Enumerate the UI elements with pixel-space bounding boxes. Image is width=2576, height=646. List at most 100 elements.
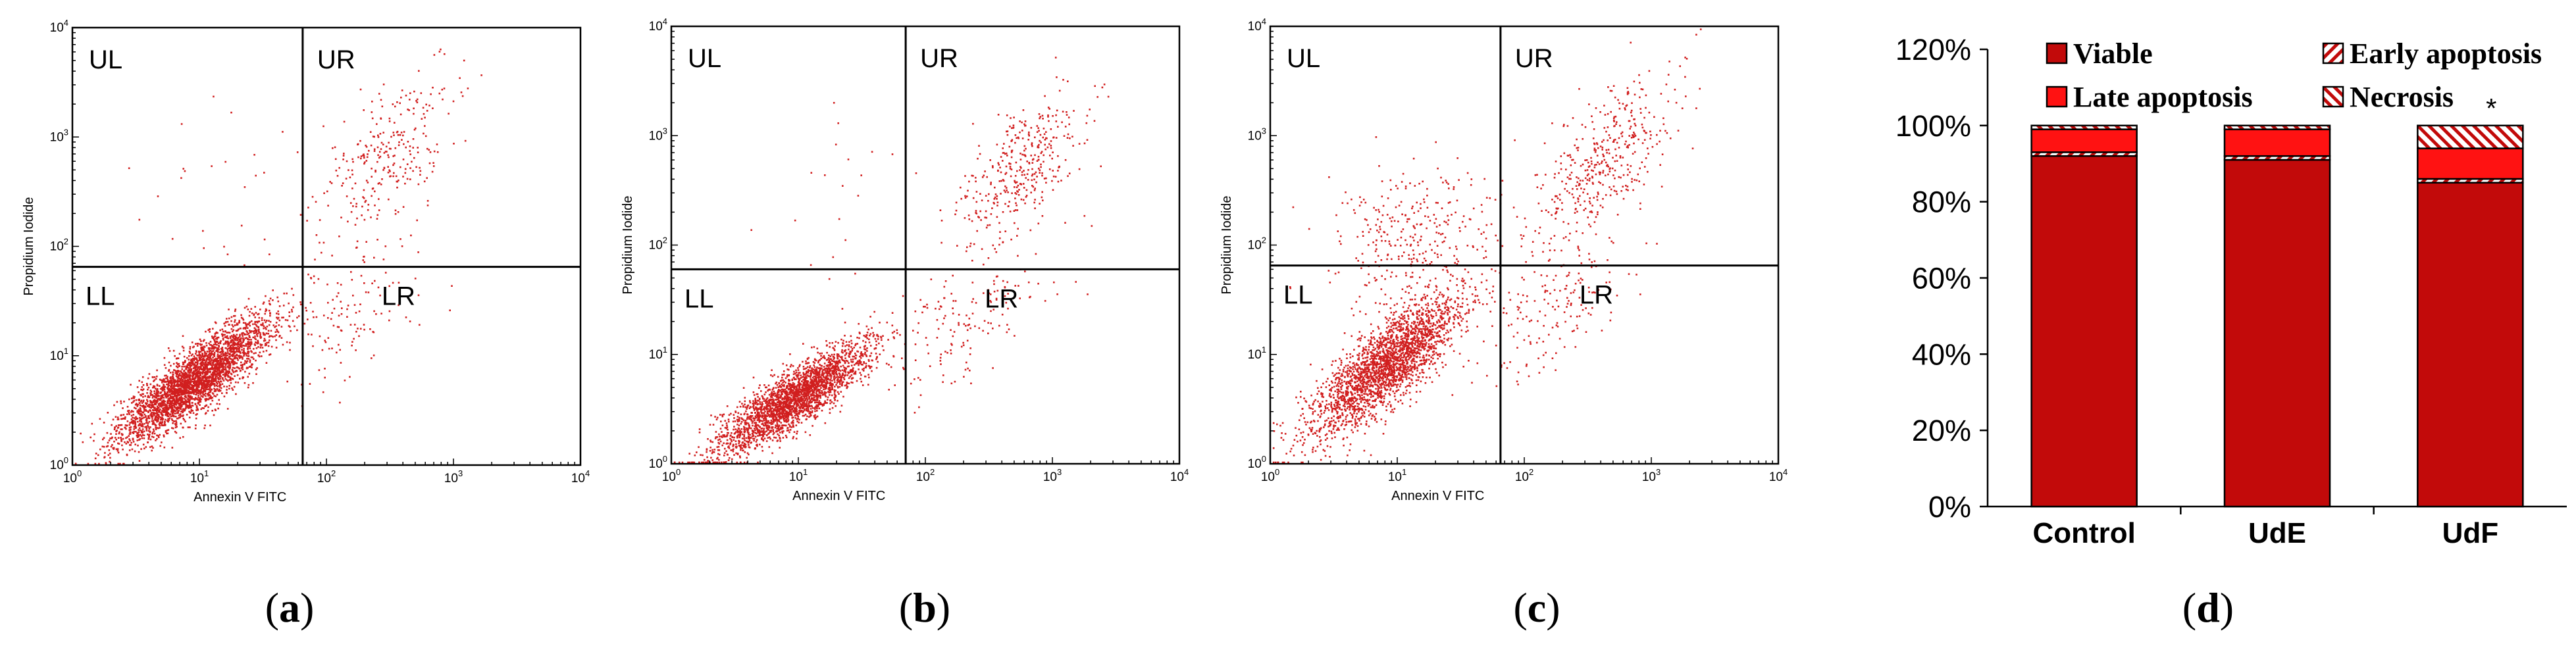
event-dot bbox=[777, 386, 779, 388]
event-dot bbox=[153, 399, 155, 402]
event-dot bbox=[199, 358, 201, 360]
event-dot bbox=[365, 180, 368, 182]
event-dot bbox=[823, 372, 825, 374]
event-dot bbox=[177, 392, 179, 394]
event-dot bbox=[151, 376, 154, 378]
event-dot bbox=[230, 316, 233, 318]
event-dot bbox=[732, 420, 734, 423]
event-dot bbox=[199, 400, 201, 403]
event-dot bbox=[277, 331, 280, 334]
event-dot bbox=[263, 334, 265, 335]
event-dot bbox=[790, 410, 792, 412]
event-dot bbox=[746, 461, 748, 464]
event-dot bbox=[222, 380, 225, 382]
event-dot bbox=[171, 402, 174, 405]
event-dot bbox=[388, 141, 390, 144]
event-dot bbox=[219, 364, 220, 366]
event-dot bbox=[363, 218, 366, 221]
event-dot bbox=[796, 413, 799, 415]
event-dot bbox=[792, 424, 794, 426]
event-dot bbox=[171, 405, 173, 407]
event-dot bbox=[291, 287, 293, 290]
event-dot bbox=[121, 434, 123, 436]
event-dot bbox=[789, 409, 792, 410]
event-dot bbox=[322, 241, 325, 244]
event-dot bbox=[396, 101, 398, 103]
event-dot bbox=[209, 357, 211, 359]
event-dot bbox=[176, 370, 179, 373]
event-dot bbox=[215, 378, 217, 381]
event-dot bbox=[213, 353, 216, 356]
event-dot bbox=[205, 380, 207, 382]
event-dot bbox=[331, 255, 333, 257]
event-dot bbox=[759, 401, 761, 403]
event-dot bbox=[197, 376, 199, 378]
event-dot bbox=[728, 447, 731, 449]
event-dot bbox=[718, 461, 720, 464]
event-dot bbox=[733, 439, 735, 441]
event-dot bbox=[138, 409, 140, 411]
event-dot bbox=[167, 398, 169, 400]
event-dot bbox=[241, 342, 244, 344]
event-dot bbox=[357, 143, 359, 145]
event-dot bbox=[214, 389, 217, 391]
event-dot bbox=[190, 392, 193, 394]
event-dot bbox=[184, 384, 186, 386]
event-dot bbox=[777, 391, 779, 394]
event-dot bbox=[180, 391, 182, 393]
event-dot bbox=[195, 375, 198, 378]
event-dot bbox=[144, 406, 147, 409]
event-dot bbox=[207, 355, 209, 357]
event-dot bbox=[272, 324, 274, 326]
event-dot bbox=[336, 282, 339, 284]
event-dot bbox=[388, 319, 390, 322]
event-dot bbox=[200, 380, 202, 382]
event-dot bbox=[189, 397, 191, 399]
event-dot bbox=[844, 375, 846, 377]
event-dot bbox=[426, 147, 428, 150]
event-dot bbox=[748, 453, 750, 456]
event-dot bbox=[261, 317, 263, 319]
event-dot bbox=[744, 451, 746, 453]
event-dot bbox=[256, 342, 258, 344]
event-dot bbox=[239, 343, 241, 346]
event-dot bbox=[227, 337, 230, 339]
event-dot bbox=[217, 353, 219, 356]
event-dot bbox=[808, 369, 810, 371]
event-dot bbox=[842, 377, 845, 379]
event-dot bbox=[837, 356, 838, 358]
event-dot bbox=[198, 366, 200, 368]
event-dot bbox=[219, 359, 221, 360]
event-dot bbox=[180, 389, 182, 391]
event-dot bbox=[190, 387, 192, 390]
event-dot bbox=[115, 438, 117, 441]
event-dot bbox=[135, 426, 138, 429]
event-dot bbox=[180, 177, 182, 179]
event-dot bbox=[866, 332, 869, 334]
event-dot bbox=[733, 448, 734, 451]
event-dot bbox=[162, 418, 165, 420]
event-dot bbox=[369, 131, 372, 133]
event-dot bbox=[786, 376, 788, 378]
event-dot bbox=[151, 394, 153, 396]
event-dot bbox=[192, 346, 194, 349]
event-dot bbox=[221, 347, 224, 349]
event-dot bbox=[155, 399, 158, 402]
event-dot bbox=[254, 335, 256, 337]
event-dot bbox=[688, 461, 691, 464]
event-dot bbox=[219, 380, 222, 382]
event-dot bbox=[218, 345, 220, 348]
event-dot bbox=[269, 297, 272, 300]
event-dot bbox=[798, 386, 801, 388]
event-dot bbox=[353, 324, 356, 326]
event-dot bbox=[719, 414, 721, 416]
event-dot bbox=[238, 351, 240, 353]
event-dot bbox=[126, 454, 128, 457]
event-dot bbox=[779, 420, 781, 423]
event-dot bbox=[188, 399, 190, 401]
event-dot bbox=[394, 155, 396, 157]
event-dot bbox=[319, 219, 321, 221]
event-dot bbox=[143, 399, 145, 402]
event-dot bbox=[210, 382, 213, 384]
event-dot bbox=[233, 385, 236, 388]
